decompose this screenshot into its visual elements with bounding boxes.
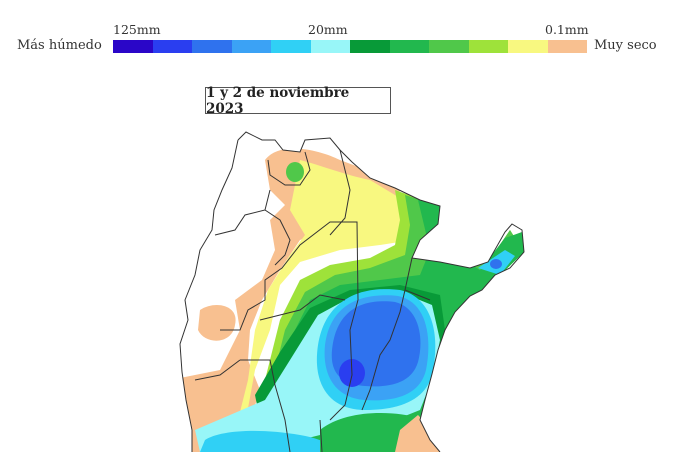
legend-color-bar [113, 40, 587, 53]
legend-swatch [389, 40, 429, 53]
map-date-title: 1 y 2 de noviembre 2023 [205, 85, 391, 117]
legend-swatch [547, 40, 587, 53]
legend-swatch [350, 40, 390, 53]
province-borders [179, 131, 525, 452]
legend-swatch [271, 40, 311, 53]
precipitation-legend: Más húmedo 125mm 20mm 0.1mm Muy seco [0, 0, 680, 70]
legend-wetter-label: Más húmedo [17, 38, 102, 53]
legend-tick-125mm: 125mm [113, 22, 161, 37]
rainfall-fill [180, 132, 524, 452]
legend-swatch [468, 40, 508, 53]
legend-drier-label: Muy seco [594, 38, 657, 53]
legend-swatch [310, 40, 350, 53]
legend-tick-20mm: 20mm [308, 22, 348, 37]
legend-swatch [152, 40, 192, 53]
legend-swatch [192, 40, 232, 53]
legend-swatch [231, 40, 271, 53]
legend-tick-0-1mm: 0.1mm [545, 22, 589, 37]
legend-swatch [429, 40, 469, 53]
legend-swatch [508, 40, 548, 53]
legend-swatch [113, 40, 153, 53]
